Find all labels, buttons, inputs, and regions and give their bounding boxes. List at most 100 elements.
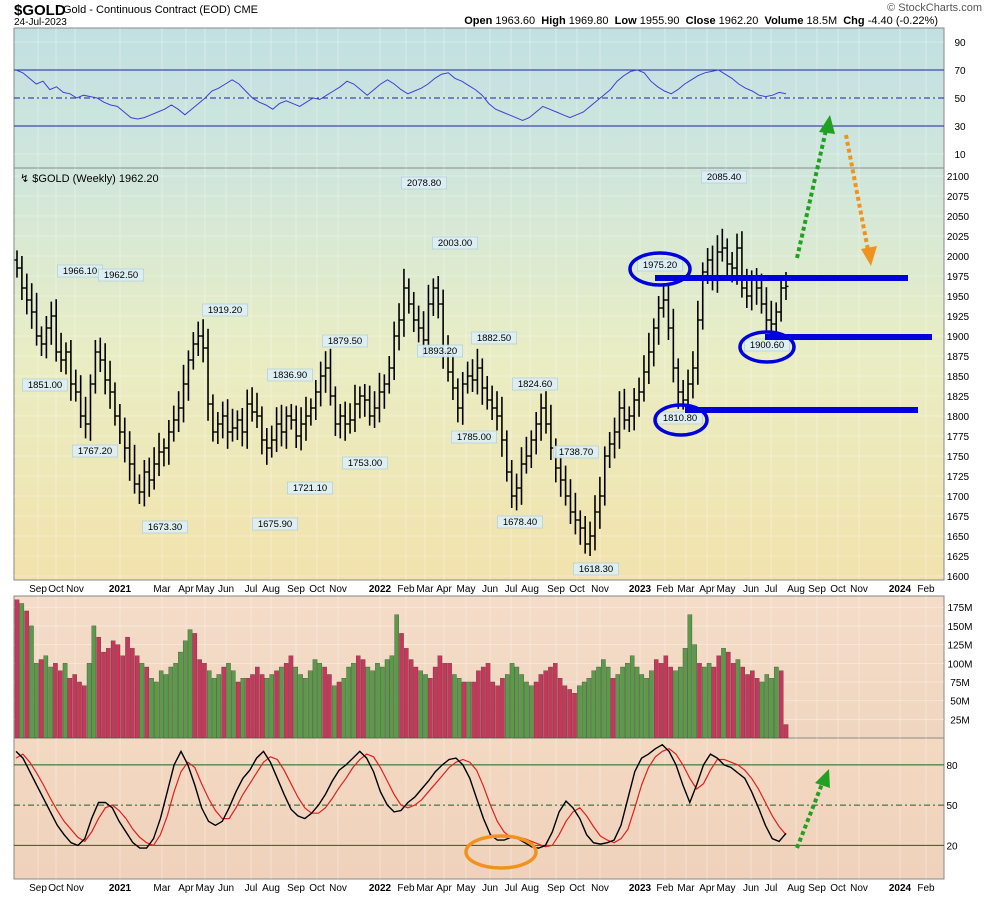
stochastic-x-label: Apr — [178, 883, 194, 894]
price-x-label: Aug — [787, 584, 805, 595]
volume-bar — [139, 663, 145, 739]
price-bar — [396, 303, 402, 351]
price-annotation-l7: 1893.20 — [417, 344, 463, 358]
price-bar — [318, 361, 324, 407]
price-bar — [53, 299, 59, 362]
stochastic-x-label: Feb — [656, 883, 674, 894]
price-x-label: 2021 — [109, 584, 132, 595]
price-bar — [283, 406, 289, 449]
volume-bar — [682, 648, 688, 739]
volume-bar — [312, 659, 318, 739]
volume-bar — [58, 670, 63, 739]
price-x-label: Sep — [547, 584, 565, 595]
price-annotation-label: 1975.20 — [643, 260, 677, 271]
price-annotation-l12: 1900.60 — [744, 338, 790, 352]
price-bar — [376, 372, 382, 423]
price-bar — [543, 391, 549, 434]
price-bar — [97, 337, 103, 372]
price-tick-label: 1700 — [947, 492, 970, 503]
price-annotation-l8: 1785.00 — [451, 430, 497, 444]
volume-bar — [408, 659, 414, 739]
price-annotation-label: 1836.90 — [273, 370, 307, 381]
price-annotation-label: 1893.20 — [423, 346, 457, 357]
price-x-label: Feb — [397, 584, 415, 595]
price-bar — [239, 408, 245, 447]
stochastic-d-line — [15, 748, 787, 848]
price-annotation-l2: 1767.20 — [72, 444, 118, 458]
stochastic-x-label: Aug — [262, 883, 280, 894]
volume-bar — [255, 666, 260, 739]
price-bar — [205, 328, 211, 421]
volume-bar — [404, 648, 409, 739]
price-bar — [78, 375, 84, 428]
volume-bar — [202, 663, 207, 739]
price-bar — [474, 348, 480, 395]
price-bar — [499, 396, 505, 457]
price-annotation-label: 1738.70 — [559, 447, 593, 458]
price-bar — [519, 447, 525, 505]
volume-bar — [750, 670, 755, 739]
volume-bar — [601, 659, 606, 739]
price-x-label: Jul — [765, 584, 778, 595]
price-x-label: Mar — [677, 584, 695, 595]
price-bar — [719, 228, 725, 262]
price-bar — [636, 377, 642, 417]
price-bar — [479, 358, 485, 405]
volume-bar — [774, 666, 779, 739]
volume-bar — [456, 678, 462, 739]
contract-description: Gold - Continuous Contract (EOD) CME — [63, 4, 259, 16]
price-bar — [494, 391, 500, 431]
price-bar — [563, 465, 569, 506]
price-annotation-label: 1966.10 — [63, 266, 97, 277]
price-x-label: May — [196, 584, 215, 595]
volume-bar — [692, 644, 697, 739]
volume-bar — [226, 663, 231, 739]
price-tick-label: 1825 — [947, 392, 970, 403]
price-bar — [107, 360, 113, 409]
volume-bar — [240, 678, 246, 739]
price-bar — [24, 273, 30, 315]
price-x-label: Apr — [178, 584, 194, 595]
volume-bar — [154, 681, 159, 739]
price-bar — [215, 412, 221, 444]
stochastic-x-label: Apr — [436, 883, 452, 894]
volume-bar — [649, 670, 654, 739]
price-bar — [401, 268, 407, 337]
stochastic-x-label: 2023 — [629, 883, 652, 894]
volume-bar — [658, 663, 664, 739]
price-tick-label: 1650 — [947, 532, 970, 543]
stochastic-x-label: May — [717, 883, 736, 894]
support-resistance-annotations — [464, 115, 932, 870]
price-tick-label: 1850 — [947, 372, 970, 383]
price-annotation-l1: 1851.00 — [22, 378, 68, 392]
volume-bar — [629, 655, 635, 739]
volume-bar — [783, 724, 789, 739]
price-bar — [122, 417, 128, 463]
volume-bar — [72, 674, 77, 739]
volume-bar — [283, 663, 289, 739]
volume-bar — [303, 678, 308, 739]
price-annotation-label: 1851.00 — [28, 380, 62, 391]
volume-bar — [274, 670, 279, 739]
price-bar — [572, 492, 578, 535]
volume-bar — [740, 666, 745, 739]
volume-bars — [14, 599, 789, 739]
volume-bar — [572, 693, 577, 739]
stochastic-k-line — [15, 743, 787, 849]
stochastic-tick-label: 80 — [946, 761, 958, 772]
volume-bar — [322, 666, 327, 739]
price-bar — [763, 287, 769, 332]
price-annotation-box — [322, 334, 368, 348]
stochastic-x-label: May — [196, 883, 215, 894]
price-bar — [293, 405, 299, 448]
price-annotation-h6: 2078.80 — [401, 176, 447, 190]
volume-bar — [663, 655, 669, 739]
price-annotation-box — [72, 444, 118, 458]
volume-bar — [639, 674, 645, 739]
price-bars — [14, 228, 789, 556]
price-tick-label: 1600 — [947, 572, 970, 583]
volume-bar — [346, 666, 351, 739]
price-bar — [190, 332, 196, 370]
volume-bar — [509, 663, 515, 739]
